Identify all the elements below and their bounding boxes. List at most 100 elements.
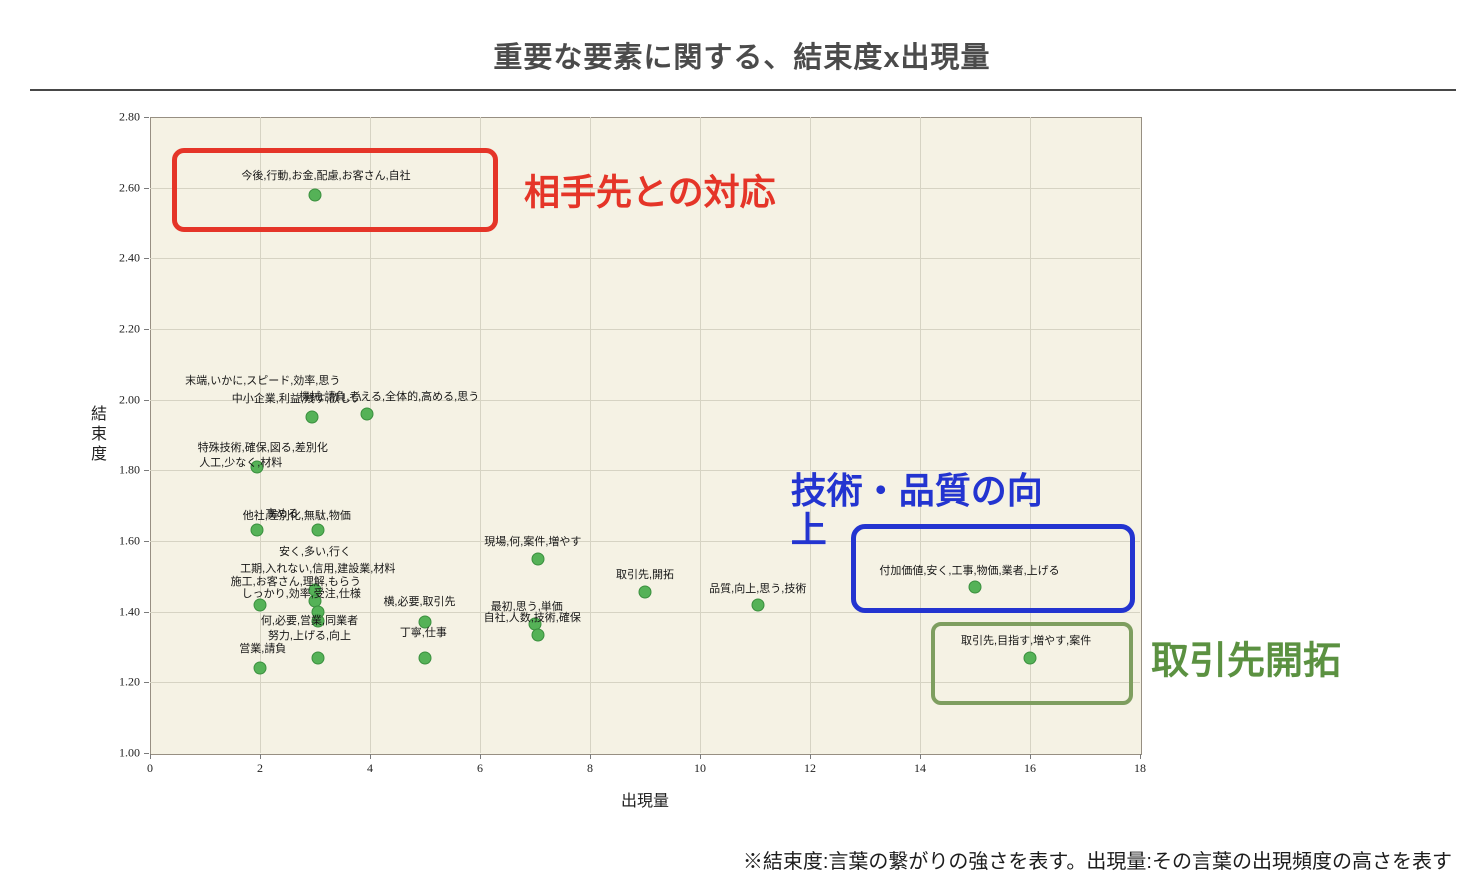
point-label: 人工,少なく,材料 [199,456,283,469]
title-divider [30,89,1456,91]
data-point [253,598,267,612]
y-tick-mark [144,753,149,754]
y-tick-label: 2.20 [119,321,140,336]
x-tick-mark [260,754,261,759]
point-label: 努力,上げる,向上 [267,629,352,642]
x-tick-label: 0 [147,761,153,775]
point-label: 丁寧,仕事 [399,627,447,640]
x-tick-mark [150,754,151,759]
x-tick-mark [1140,754,1141,759]
x-tick-label: 8 [587,761,593,775]
y-tick-mark [144,682,149,684]
data-point [360,407,374,421]
footnote: ※結束度:言葉の繋がりの強さを表す。出現量:その言葉の出現頻度の高さを表す [742,851,1452,873]
point-label: 末端,いかに,スピード,効率,思う [185,375,341,388]
data-point [531,628,545,642]
gridline-vertical [370,117,371,753]
gridline-vertical [810,117,811,753]
x-tick-mark [920,754,921,759]
gridline-vertical [590,117,591,753]
client-development-label: 取引先開拓 [1151,640,1342,683]
y-tick-label: 2.60 [119,180,140,195]
point-label: 安く,多い,行く [278,545,352,558]
x-tick-label: 10 [694,761,706,775]
x-tick-label: 18 [1134,761,1146,775]
point-label: しっかり,効率,受注,仕様 [241,588,361,601]
point-label: 付加価値,安く,工事,物価,業者,上げる [879,564,1060,577]
gridline-horizontal [150,329,1140,330]
x-axis-title: 出現量 [620,793,670,810]
x-tick-label: 16 [1024,761,1036,775]
y-axis-title: 結束度 [88,405,105,465]
data-point [311,523,325,537]
point-label: 自社,人数,技術,確保 [483,611,581,624]
gridline-horizontal [150,611,1140,613]
point-label: 施工,お客さん,理解,もらう [230,575,361,588]
tech-quality-box [851,524,1135,613]
x-tick-mark [590,754,591,759]
y-tick-label: 1.40 [119,604,140,619]
point-label: 他社,差別化,無駄,物価 [242,509,351,522]
y-tick-label: 1.60 [119,533,140,548]
data-point [305,410,319,424]
point-label: 現場,何,案件,増やす [484,536,582,548]
x-tick-mark [1030,754,1031,759]
point-label: 取引先,目指す,増やす,案件 [961,634,1092,647]
tech-quality-label: 技術・品質の向上 [790,470,1043,550]
data-point [253,661,267,675]
gridline-horizontal [150,187,1140,189]
data-point [638,585,652,599]
x-tick-mark [700,754,701,759]
y-tick-label: 2.00 [119,392,140,407]
y-tick-mark [144,258,149,260]
data-point [311,651,325,665]
x-tick-label: 14 [914,761,926,775]
point-label: 特殊技術,確保,図る,差別化 [197,442,328,455]
point-label: 営業,請負 [239,643,287,656]
y-tick-label: 1.80 [119,462,140,477]
x-tick-mark [480,754,481,759]
y-tick-label: 1.20 [119,674,140,689]
point-label: 横,必要,取引先 [383,596,456,609]
y-tick-mark [144,611,149,613]
gridline-horizontal [150,682,1140,684]
y-tick-mark [144,541,149,542]
gridline-horizontal [150,470,1140,472]
data-point [308,188,322,202]
gridline-horizontal [150,541,1140,542]
point-label: 中小企業,利益,残す,欲しい [231,392,362,405]
point-label: 高める [265,507,299,520]
data-point [968,580,982,594]
y-tick-label: 2.80 [119,109,140,124]
x-tick-mark [370,754,371,759]
x-tick-label: 4 [367,761,373,775]
y-tick-label: 1.00 [119,745,140,760]
partner-response-box [172,148,499,232]
gridline-horizontal [150,399,1140,401]
x-tick-label: 6 [477,761,483,775]
data-point [311,614,325,627]
y-tick-mark [144,470,149,472]
plot-area [150,117,1142,755]
point-label: 取引先,開拓 [615,568,675,581]
data-point [531,552,545,566]
y-tick-mark [144,117,149,118]
x-tick-label: 2 [257,761,263,775]
data-point [250,460,264,474]
gridline-horizontal [150,258,1140,260]
y-tick-mark [144,329,149,330]
gridline-vertical [700,117,701,753]
partner-response-label: 相手先との対応 [524,171,776,213]
y-tick-label: 2.40 [119,250,140,265]
x-tick-mark [810,754,811,759]
y-tick-mark [144,187,149,189]
data-point [418,615,432,629]
gridline-vertical [920,117,921,753]
point-label: 今後,行動,お金,配慮,お客さん,自社 [241,170,411,183]
point-label: 何,必要,営業,同業者 [260,615,359,628]
point-label: 工期,入れない,信用,建設業,材料 [240,563,396,576]
point-label: 品質,向上,思う,技術 [709,582,807,595]
point-label: 機械,請負,考える,全体的,高める,思う [299,391,480,404]
gridline-vertical [1030,117,1031,753]
page-title: 重要な要素に関する、結束度x出現量 [493,42,991,74]
